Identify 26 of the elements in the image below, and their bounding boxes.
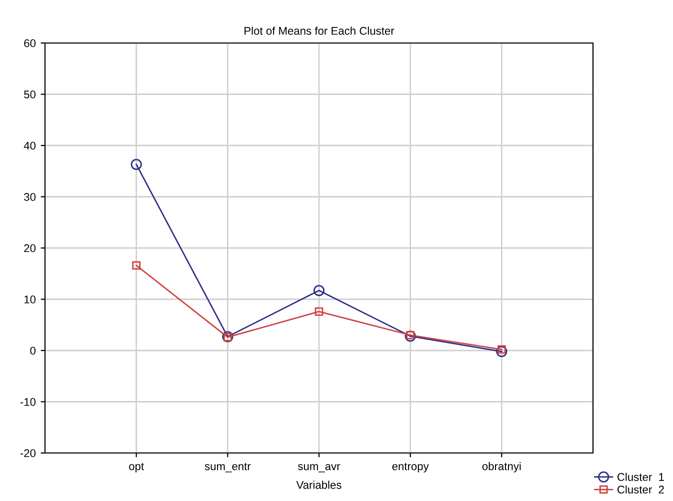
legend-label: Cluster 2 <box>617 485 664 494</box>
point <box>404 330 416 342</box>
x-tick-label: entropy <box>392 462 429 472</box>
legend-label: Cluster 1 <box>617 472 664 481</box>
point <box>313 284 325 296</box>
x-tick-label: opt <box>129 462 144 472</box>
y-tick-label: -10 <box>20 398 36 406</box>
point <box>132 261 140 270</box>
y-tick-label: 40 <box>24 142 36 150</box>
y-tick-label: 20 <box>24 244 36 252</box>
y-tick-label: 50 <box>24 90 36 98</box>
y-tick-label: 30 <box>24 193 36 201</box>
y-tick-label: -20 <box>20 449 36 458</box>
point <box>130 158 142 170</box>
point <box>406 330 414 340</box>
point <box>314 307 324 316</box>
y-tick-label: 0 <box>30 346 36 355</box>
x-tick-label: obratnyi <box>482 462 521 472</box>
chart-title: Plot of Means for Each Cluster <box>244 26 394 35</box>
x-axis-title: Variables <box>296 480 342 489</box>
point <box>496 346 508 358</box>
x-tick-label: sum_entr <box>204 462 251 472</box>
y-tick-label: 60 <box>24 39 36 48</box>
y-tick-label: 10 <box>24 296 36 304</box>
x-tick-label: sum_avr <box>298 464 340 472</box>
point <box>498 345 506 354</box>
